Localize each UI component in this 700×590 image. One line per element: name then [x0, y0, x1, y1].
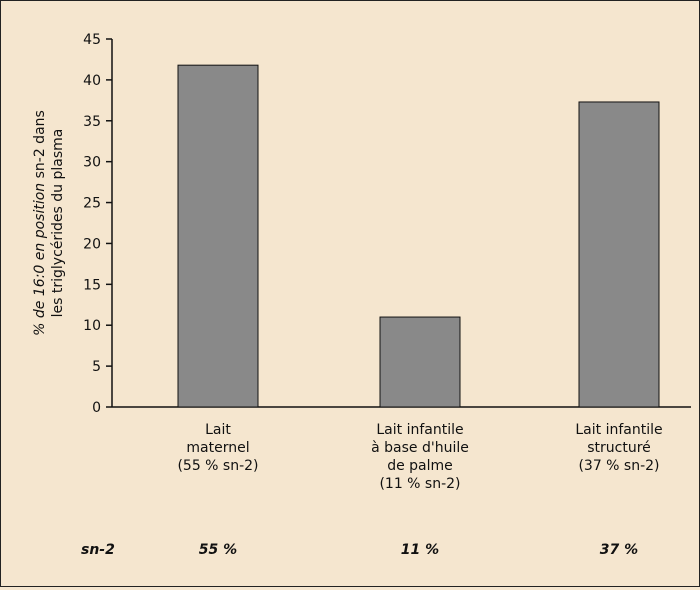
y-tick-label: 10 — [83, 318, 101, 334]
y-axis-label-line-1: % de 16:0 en position sn-2 dans — [32, 110, 48, 336]
y-axis-label-segment: sn-2 dans — [32, 110, 48, 178]
category-label-line: (11 % sn-2) — [379, 476, 460, 492]
y-tick-label: 35 — [83, 114, 101, 130]
category-label-line: structuré — [587, 440, 651, 456]
footer-value-2: 11 % — [401, 542, 439, 558]
bar-1 — [177, 64, 259, 408]
bar-2 — [379, 316, 461, 408]
footer-sn2-label: sn-2 — [81, 542, 115, 558]
y-tick-label: 25 — [83, 196, 101, 212]
bar-3 — [578, 101, 660, 408]
y-tick-label: 40 — [83, 73, 101, 89]
y-axis-label-line-2: les triglycérides du plasma — [50, 129, 66, 318]
category-label-2: Lait infantile à base d'huile de palme (11 … — [371, 422, 469, 492]
category-label-line: à base d'huile — [371, 440, 469, 456]
category-label-line: maternel — [186, 440, 249, 456]
category-label-line: de palme — [387, 458, 453, 474]
category-label-3: Lait infantile structuré (37 % sn-2) — [575, 422, 662, 474]
category-label-line: Lait infantile — [376, 422, 463, 438]
category-label-line: (55 % sn-2) — [177, 458, 258, 474]
y-tick-label: 20 — [83, 236, 101, 252]
y-tick-label: 30 — [83, 155, 101, 171]
category-label-line: Lait — [205, 422, 231, 438]
footer-value-1: 55 % — [199, 542, 237, 558]
y-axis-label-segment: % de 16:0 en position — [32, 178, 48, 335]
category-label-line: (37 % sn-2) — [578, 458, 659, 474]
y-tick-label: 0 — [92, 400, 101, 416]
footer-value-3: 37 % — [600, 542, 638, 558]
category-label-line: Lait infantile — [575, 422, 662, 438]
category-label-1: Lait maternel (55 % sn-2) — [177, 422, 258, 474]
y-tick-label: 5 — [92, 359, 101, 375]
y-tick-label: 15 — [83, 277, 101, 293]
y-tick-label: 45 — [83, 32, 101, 48]
